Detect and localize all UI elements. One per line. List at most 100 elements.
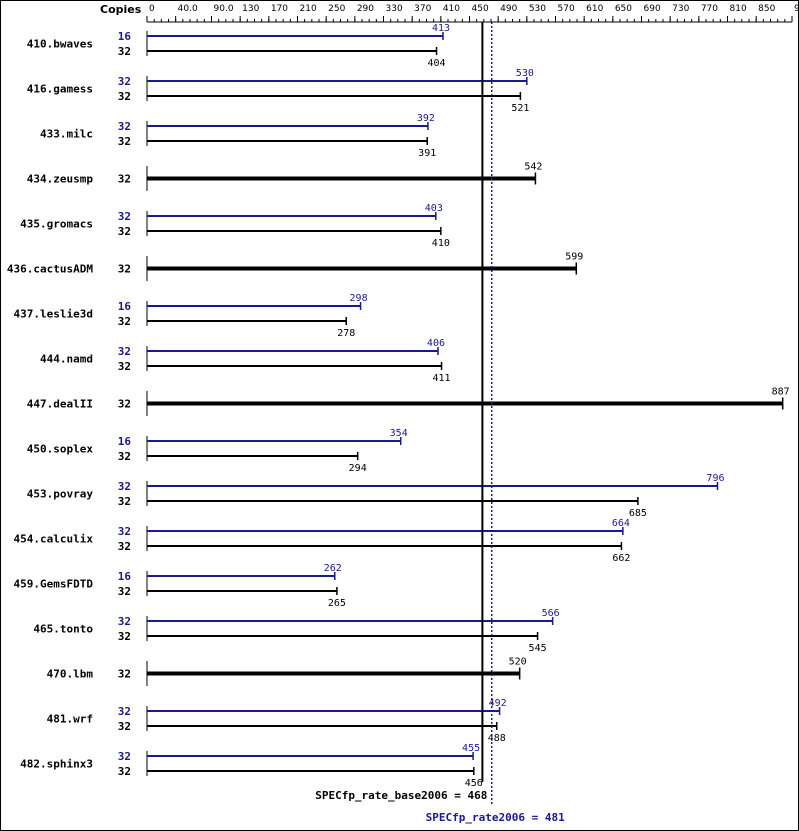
x-tick-label: 90.0	[214, 4, 234, 14]
x-tick-label: 0	[149, 4, 155, 14]
peak-value-label: 403	[425, 203, 443, 214]
base-reference-label: SPECfp_rate_base2006 = 468	[315, 789, 487, 802]
benchmark-label: 436.cactusADM	[7, 263, 93, 276]
benchmark-label: 481.wrf	[47, 713, 93, 726]
x-tick-label: 900	[794, 4, 799, 14]
x-tick-label: 130	[242, 4, 259, 14]
base-value-label: 685	[629, 508, 647, 519]
base-value-label: 542	[524, 162, 542, 173]
benchmark-label: 454.calculix	[14, 533, 94, 546]
x-tick-label: 40.0	[178, 4, 198, 14]
base-value-label: 662	[612, 553, 630, 564]
base-copies: 32	[118, 263, 131, 276]
peak-value-label: 392	[417, 113, 435, 124]
base-value-label: 887	[772, 387, 790, 398]
peak-value-label: 413	[432, 23, 450, 34]
base-value-label: 456	[465, 778, 483, 789]
peak-copies: 32	[118, 750, 131, 763]
x-tick-label: 850	[758, 4, 775, 14]
peak-copies: 32	[118, 705, 131, 718]
x-tick-label: 330	[386, 4, 403, 14]
x-tick-label: 810	[730, 4, 747, 14]
base-copies: 32	[118, 668, 131, 681]
peak-copies: 32	[118, 615, 131, 628]
peak-value-label: 455	[462, 743, 480, 754]
benchmark-label: 453.povray	[27, 488, 94, 501]
base-copies: 32	[118, 90, 131, 103]
base-value-label: 520	[509, 657, 527, 668]
peak-copies: 32	[118, 480, 131, 493]
benchmark-label: 410.bwaves	[27, 38, 93, 51]
benchmark-label: 450.soplex	[27, 443, 94, 456]
peak-value-label: 406	[427, 338, 445, 349]
base-value-label: 265	[328, 598, 346, 609]
x-tick-label: 690	[644, 4, 661, 14]
base-copies: 32	[118, 630, 131, 643]
x-tick-label: 370	[414, 4, 431, 14]
benchmark-label: 434.zeusmp	[27, 173, 94, 186]
base-value-label: 391	[418, 148, 436, 159]
peak-value-label: 262	[324, 563, 342, 574]
base-value-label: 410	[432, 238, 450, 249]
x-tick-label: 650	[615, 4, 632, 14]
base-copies: 32	[118, 540, 131, 553]
benchmark-label: 447.dealII	[27, 398, 93, 411]
benchmark-label: 435.gromacs	[20, 218, 93, 231]
peak-value-label: 492	[489, 698, 507, 709]
benchmark-label: 459.GemsFDTD	[14, 578, 94, 591]
base-value-label: 521	[511, 103, 529, 114]
base-copies: 32	[118, 135, 131, 148]
peak-value-label: 354	[390, 428, 408, 439]
copies-header: Copies	[100, 3, 142, 16]
peak-copies: 32	[118, 525, 131, 538]
peak-value-label: 298	[350, 293, 368, 304]
x-tick-label: 450	[472, 4, 489, 14]
base-value-label: 488	[488, 733, 506, 744]
peak-copies: 32	[118, 345, 131, 358]
x-tick-label: 170	[271, 4, 288, 14]
x-tick-label: 250	[328, 4, 345, 14]
peak-copies: 32	[118, 210, 131, 223]
benchmark-label: 482.sphinx3	[20, 758, 93, 771]
benchmark-label: 416.gamess	[27, 83, 93, 96]
base-value-label: 278	[337, 328, 355, 339]
x-tick-label: 290	[357, 4, 374, 14]
base-copies: 32	[118, 585, 131, 598]
peak-copies: 32	[118, 120, 131, 133]
x-tick-label: 730	[672, 4, 689, 14]
base-value-label: 545	[529, 643, 547, 654]
base-copies: 32	[118, 765, 131, 778]
peak-value-label: 664	[612, 518, 630, 529]
peak-copies: 16	[118, 570, 132, 583]
base-value-label: 404	[428, 58, 446, 69]
base-copies: 32	[118, 398, 131, 411]
peak-copies: 32	[118, 75, 131, 88]
x-tick-label: 410	[443, 4, 460, 14]
x-tick-label: 490	[500, 4, 517, 14]
peak-copies: 16	[118, 435, 132, 448]
benchmark-label: 444.namd	[40, 353, 93, 366]
benchmark-label: 470.lbm	[47, 668, 94, 681]
base-copies: 32	[118, 225, 131, 238]
peak-value-label: 796	[706, 473, 724, 484]
base-copies: 32	[118, 360, 131, 373]
base-copies: 32	[118, 173, 131, 186]
x-tick-label: 570	[558, 4, 575, 14]
benchmark-label: 437.leslie3d	[14, 308, 93, 321]
peak-copies: 16	[118, 30, 132, 43]
base-copies: 32	[118, 495, 131, 508]
peak-reference-label: SPECfp_rate2006 = 481	[426, 811, 565, 824]
base-copies: 32	[118, 45, 131, 58]
peak-value-label: 530	[516, 68, 534, 79]
x-tick-label: 210	[300, 4, 317, 14]
base-value-label: 294	[349, 463, 367, 474]
x-tick-label: 610	[586, 4, 603, 14]
x-tick-label: 770	[701, 4, 718, 14]
benchmark-label: 433.milc	[40, 128, 93, 141]
x-tick-label: 530	[529, 4, 546, 14]
benchmark-label: 465.tonto	[33, 623, 93, 636]
base-value-label: 599	[565, 252, 583, 263]
base-copies: 32	[118, 720, 131, 733]
peak-copies: 16	[118, 300, 132, 313]
